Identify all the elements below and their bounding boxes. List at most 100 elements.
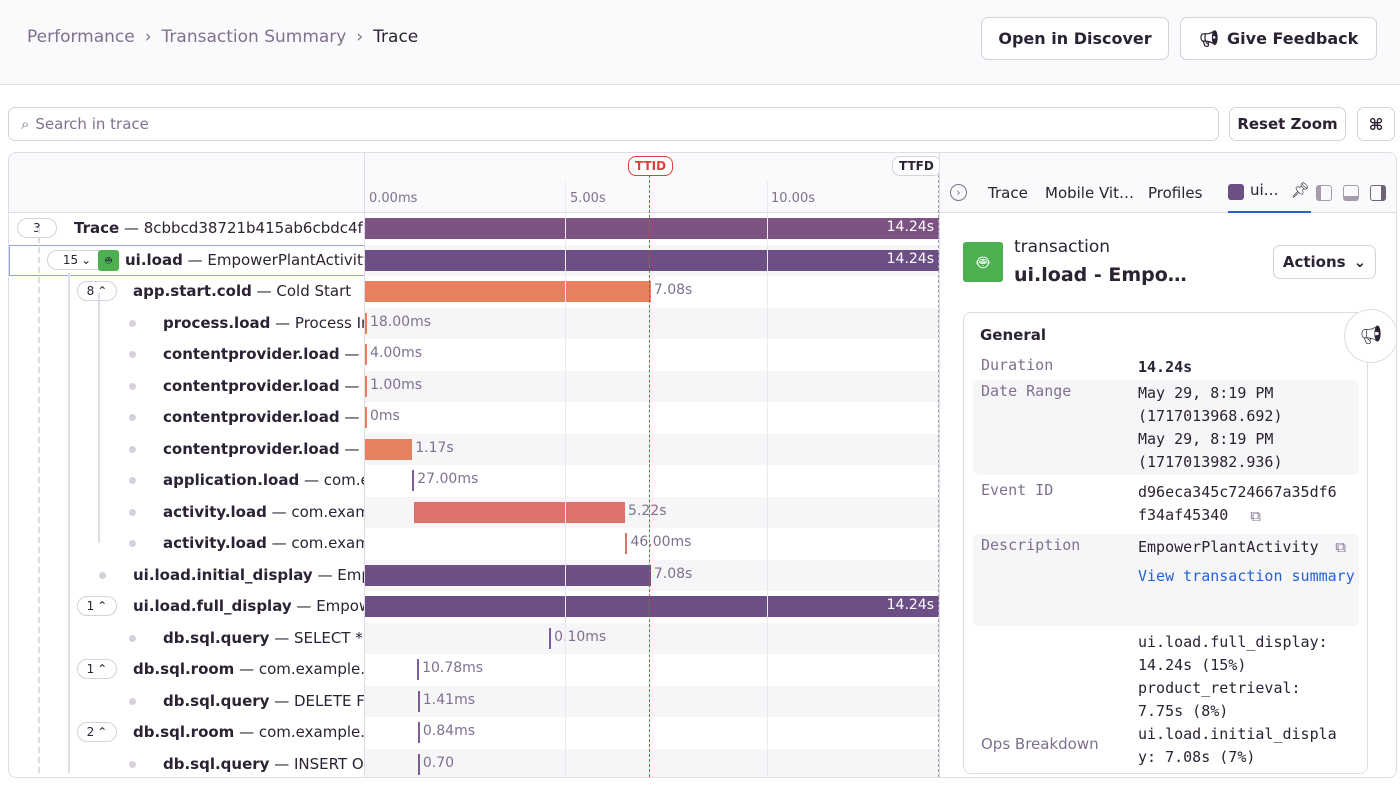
drawer-tabs: › Trace Mobile Vit… Profiles ui… 📌︎ [940,153,1396,213]
collapse-drawer-icon[interactable]: › [950,184,967,201]
actions-dropdown[interactable]: Actions ⌄ [1273,245,1376,279]
button-label: Reset Zoom [1237,115,1338,133]
trace-row[interactable]: 3 Trace — 8cbbcd38721b415ab6cbdc4f1 14.24s [9,213,940,245]
trace-row[interactable]: db.sql.query — DELETE FR 1.41ms [9,685,939,717]
timeline-cell: 0.84ms [364,717,939,749]
span-duration: 1.17s [415,439,454,456]
tab-profiles[interactable]: Profiles [1148,184,1203,202]
collapse-toggle[interactable]: 1 ⌃ [77,596,117,616]
trace-row[interactable]: ui.load.initial_display — Empo 7.08s [9,559,939,591]
page-header: Performance › Transaction Summary › Trace … [0,0,1400,85]
span-label: ui.load — EmpowerPlantActivity [125,251,364,269]
trace-row[interactable]: 15 ⌄ 🤖︎ ui.load — EmpowerPlantActivity 14.24… [9,244,940,276]
timeline-cell: 0ms [364,402,939,434]
tree-guide [68,273,70,773]
tick-label: 10.00s [771,191,815,206]
tree-header [9,153,364,213]
copy-icon[interactable]: ⧉ [1335,538,1346,556]
collapse-toggle[interactable]: 8 ⌃ [77,281,117,301]
trace-row[interactable]: contentprovider.load — cc 1.17s [9,433,939,465]
span-label: db.sql.room — com.example.vu [133,723,364,741]
trace-row[interactable]: 1⌃ ui.load.full_display — Empowe 14.24s [9,591,940,623]
span-bar[interactable] [417,722,420,743]
ttfd-line [938,175,939,777]
give-feedback-button[interactable]: 📢︎ Give Feedback [1180,17,1377,60]
view-transaction-summary-link[interactable]: View transaction summary [1138,567,1355,585]
trace-row[interactable]: db.sql.query — INSERT OR 0.70 [9,748,939,777]
span-bar[interactable] [365,438,413,460]
dock-bottom-icon[interactable] [1343,185,1359,201]
ttfd-marker[interactable]: TTFD [892,156,941,176]
timeline-cell: 14.24s [364,213,940,245]
chevron-up-icon: ⌃ [97,284,108,298]
tree-node-dot [129,508,136,516]
dock-left-icon[interactable] [1316,185,1332,201]
span-bar[interactable] [365,344,367,365]
trace-row[interactable]: process.load — Process In 18.00ms [9,307,939,339]
span-bar[interactable] [412,470,415,491]
tree-node-dot [129,414,136,421]
tab-trace[interactable]: Trace [988,184,1028,202]
breadcrumb-transaction-summary[interactable]: Transaction Summary [161,27,347,47]
trace-row[interactable]: 1⌃ db.sql.room — com.example.vu 10.78ms [9,654,939,686]
tab-ui-load[interactable]: ui… 📌︎ [1228,181,1311,213]
pin-icon[interactable]: 📌︎ [1290,181,1310,199]
span-label: contentprovider.load — ar [163,408,364,426]
event-type: transaction [1014,237,1111,257]
section-title: General [980,326,1046,344]
collapse-toggle[interactable]: 1 ⌃ [77,659,117,679]
span-bar[interactable] [365,281,651,302]
span-bar[interactable] [365,564,651,586]
span-bar[interactable] [625,533,628,554]
span-bar[interactable] [365,249,940,271]
trace-row[interactable]: contentprovider.load — io 1.00ms [9,370,939,402]
copy-icon[interactable]: ⧉ [1250,507,1261,525]
span-description: INSERT OR [294,754,364,773]
span-description: Empowe [316,597,364,615]
span-bar[interactable] [549,627,552,649]
tab-mobile-vitals[interactable]: Mobile Vit… [1045,184,1134,202]
child-count: 15 [62,252,79,267]
shortcut-button[interactable]: ⌘ [1357,107,1395,141]
trace-row[interactable]: db.sql.query — SELECT * F 0.10ms [9,622,939,654]
open-in-discover-button[interactable]: Open in Discover [981,17,1169,60]
span-bar[interactable] [365,375,367,397]
span-bar[interactable] [417,659,420,680]
value-line: 14.24s (15%) [1138,656,1247,674]
search-input[interactable]: ⌕ Search in trace [8,107,1219,141]
span-op: contentprovider.load [163,345,340,363]
span-description: com.examp [291,534,364,552]
dock-right-icon[interactable] [1370,185,1386,201]
span-description: DELETE FR [294,691,364,710]
span-label: activity.load — com.examp [163,503,364,521]
span-bar[interactable] [365,218,940,239]
trace-row[interactable]: 2⌃ db.sql.room — com.example.vu 0.84ms [9,717,939,749]
timeline-cell: 14.24s [364,244,940,276]
trace-row[interactable]: contentprovider.load — io 4.00ms [9,339,939,371]
ttid-marker[interactable]: TTID [628,156,674,176]
trace-row[interactable]: 8 ⌃ app.start.cold — Cold Start 7.08s [9,276,939,308]
span-duration: 14.24s [886,250,934,267]
breadcrumb-performance[interactable]: Performance [27,27,135,47]
trace-row[interactable]: activity.load — com.examp 5.22s [9,496,939,528]
span-bar[interactable] [365,596,940,617]
trace-row[interactable]: activity.load — com.examp 46.00ms [9,528,939,560]
trace-row[interactable]: contentprovider.load — ar 0ms [9,402,939,434]
collapse-toggle[interactable]: 15 ⌄ [47,249,107,270]
timeline-cell: 7.08s [364,559,939,591]
breadcrumb-trace: Trace [373,27,419,47]
collapse-toggle[interactable]: 3 [17,218,57,238]
span-bar[interactable] [365,312,367,334]
chevron-down-icon: ⌄ [1353,253,1367,271]
value-line: 7.75s (8%) [1138,702,1229,720]
span-op: ui.load.full_display [133,597,292,615]
event-title: ui.load - Empo… [1014,264,1187,286]
span-bar[interactable] [417,690,420,712]
feedback-megaphone-button[interactable]: 📢︎ [1344,309,1396,363]
span-bar[interactable] [365,407,367,428]
trace-row[interactable]: application.load — com.ex 27.00ms [9,465,939,497]
collapse-toggle[interactable]: 2 ⌃ [77,722,117,742]
span-bar[interactable] [414,501,626,523]
span-bar[interactable] [417,753,420,775]
reset-zoom-button[interactable]: Reset Zoom [1229,107,1346,141]
